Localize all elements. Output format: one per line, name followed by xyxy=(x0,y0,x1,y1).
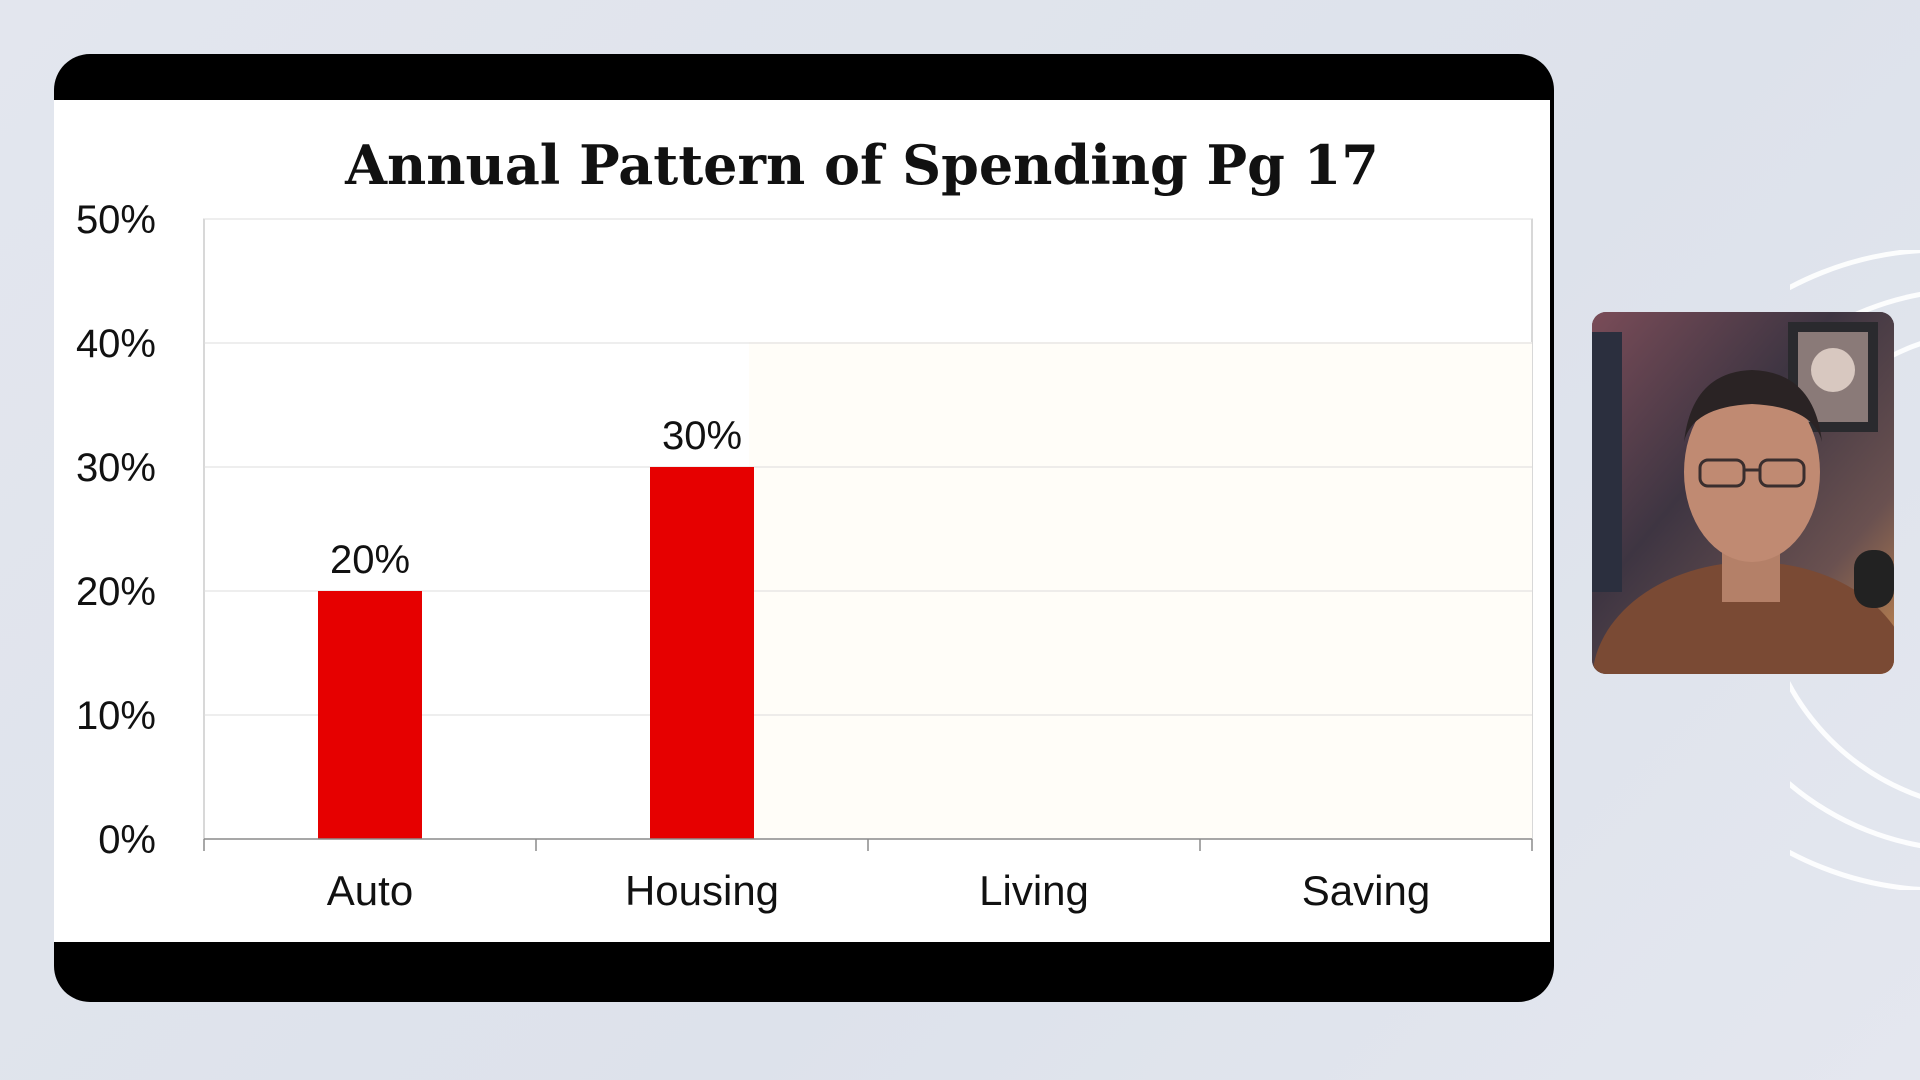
x-axis xyxy=(203,838,1533,851)
x-axis-tick-labels: Auto Housing Living Saving xyxy=(327,867,1430,914)
chart-title: Annual Pattern of Spending Pg 17 xyxy=(344,133,1379,197)
y-tick-label: 0% xyxy=(98,818,156,862)
data-label: 30% xyxy=(662,414,742,458)
bar-chart: Annual Pattern of Spending Pg 17 50% 40% 3… xyxy=(76,133,1533,914)
y-axis-tick-labels: 50% 40% 30% 20% 10% 0% xyxy=(76,198,156,862)
x-tick-label: Saving xyxy=(1302,867,1430,914)
y-tick-label: 30% xyxy=(76,446,156,490)
y-tick-label: 10% xyxy=(76,694,156,738)
y-tick-label: 40% xyxy=(76,322,156,366)
bar-housing xyxy=(650,467,754,839)
y-tick-label: 50% xyxy=(76,198,156,242)
x-tick-label: Housing xyxy=(625,867,779,914)
y-tick-label: 20% xyxy=(76,570,156,614)
slide: Annual Pattern of Spending Pg 17 50% 40% 3… xyxy=(54,100,1550,942)
x-tick-label: Living xyxy=(979,867,1089,914)
slide-frame: Annual Pattern of Spending Pg 17 50% 40% 3… xyxy=(54,54,1554,1002)
bars xyxy=(318,467,754,839)
person-icon xyxy=(1592,312,1894,674)
data-label: 20% xyxy=(330,538,410,582)
x-tick-label: Auto xyxy=(327,867,413,914)
data-labels: 20% 30% xyxy=(330,414,742,582)
presenter-camera-feed xyxy=(1592,312,1894,674)
bar-auto xyxy=(318,591,422,839)
